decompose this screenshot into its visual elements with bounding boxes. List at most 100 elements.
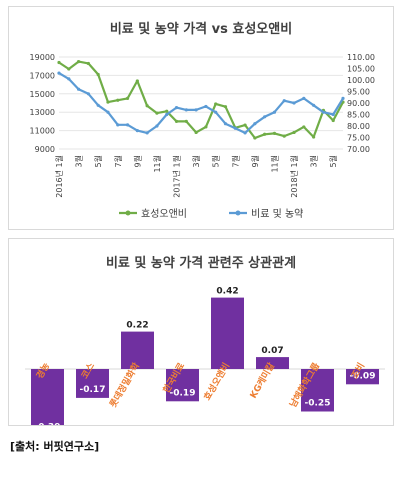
- x-tick-label: 3월: [191, 155, 201, 167]
- line-chart: 비료 및 농약 가격 vs 효성오앤비 19000 17000 15000 13000…: [30, 21, 375, 220]
- source-note: [출처: 버핏연구소]: [10, 440, 100, 453]
- data-point: [106, 100, 110, 104]
- data-point: [116, 98, 120, 102]
- bar-value-label: 0.07: [261, 346, 283, 356]
- data-point: [272, 131, 277, 135]
- data-point: [125, 96, 130, 100]
- bar-chart-title: 비료 및 농약 가격 관련주 상관관계: [106, 255, 296, 271]
- data-point: [302, 96, 306, 100]
- data-point: [116, 123, 120, 127]
- data-point: [341, 96, 345, 100]
- data-point: [96, 72, 100, 77]
- data-point: [76, 60, 81, 64]
- y-left-tick-label: 11000: [30, 127, 55, 136]
- data-point: [184, 108, 188, 112]
- line-chart-title: 비료 및 농약 가격 vs 효성오앤비: [110, 21, 292, 37]
- data-point: [145, 104, 149, 108]
- data-point: [204, 125, 208, 129]
- line-chart-panel: 비료 및 농약 가격 vs 효성오앤비 19000 17000 15000 13000…: [8, 6, 394, 230]
- data-point: [155, 111, 159, 115]
- y-right-tick-label: 100.00: [347, 76, 375, 85]
- data-point: [57, 60, 61, 65]
- data-point: [243, 131, 247, 135]
- data-point: [96, 103, 100, 107]
- series-line-fertilizer: [58, 72, 344, 135]
- legend-label: 효성오앤비: [141, 208, 187, 220]
- y-left-tick-label: 19000: [30, 53, 55, 62]
- bar: [346, 369, 379, 385]
- x-tick-label: 11월: [269, 155, 279, 173]
- x-tick-label: 9월: [250, 155, 260, 167]
- y-right-tick-label: 105.00: [347, 65, 375, 74]
- data-point: [321, 110, 326, 114]
- x-tick-label: 2016년 1월: [54, 155, 64, 198]
- data-point: [204, 104, 208, 109]
- data-point: [194, 130, 198, 135]
- data-point: [272, 110, 277, 114]
- bar-value-label: -0.25: [305, 399, 331, 409]
- bar: [76, 369, 109, 398]
- data-point: [155, 124, 159, 128]
- data-point: [106, 110, 110, 114]
- bar: [31, 369, 64, 436]
- x-tick-label: 2018년 1월: [289, 155, 299, 198]
- x-tick-label: 11월: [152, 155, 162, 173]
- data-point: [135, 129, 139, 133]
- data-point: [243, 123, 247, 127]
- y-left-tick-label: 9000: [35, 145, 55, 154]
- x-tick-label: 9월: [132, 155, 142, 167]
- data-point: [174, 119, 179, 123]
- data-point: [165, 112, 169, 117]
- y-right-tick-label: 90.00: [347, 99, 370, 108]
- bar: [211, 297, 244, 369]
- bar-chart: 비료 및 농약 가격 관련주 상관관계 -0.39 -0.17 0.22 -0.19 0…: [25, 255, 385, 436]
- data-point: [184, 119, 188, 123]
- data-point: [194, 108, 198, 112]
- bar-value-label: 0.22: [126, 321, 148, 331]
- data-point: [86, 92, 90, 96]
- legend-marker: [125, 210, 131, 216]
- y-left-tick-label: 17000: [30, 71, 55, 80]
- data-point: [312, 103, 316, 107]
- data-point: [174, 106, 179, 110]
- data-point: [253, 122, 257, 126]
- data-point: [233, 126, 237, 130]
- y-left-tick-label: 13000: [30, 108, 55, 117]
- data-point: [135, 79, 139, 83]
- bar: [121, 331, 154, 369]
- data-point: [57, 71, 61, 75]
- data-point: [292, 130, 296, 135]
- x-tick-label: 5월: [93, 155, 103, 167]
- y-right-tick-label: 95.00: [347, 88, 370, 97]
- y-right-tick-label: 70.00: [347, 145, 370, 154]
- data-point: [263, 132, 267, 136]
- data-point: [125, 123, 130, 127]
- data-point: [302, 125, 306, 129]
- data-point: [86, 61, 90, 66]
- data-point: [331, 112, 335, 117]
- series-line-hyosung: [58, 60, 344, 140]
- data-point: [145, 131, 149, 135]
- data-point: [292, 101, 296, 105]
- bar-chart-panel: 비료 및 농약 가격 관련주 상관관계 -0.39 -0.17 0.22 -0.19 0…: [8, 238, 394, 436]
- data-point: [282, 99, 286, 103]
- data-point: [214, 102, 218, 106]
- bar-value-label: -0.19: [170, 388, 196, 398]
- data-point: [67, 77, 71, 81]
- x-tick-label: 7월: [230, 155, 240, 167]
- data-point: [67, 67, 71, 71]
- y-right-tick-label: 75.00: [347, 134, 370, 143]
- bar-value-label: -0.17: [80, 385, 106, 395]
- bar: [166, 369, 199, 402]
- x-tick-label: 3월: [74, 155, 84, 167]
- bar: [256, 357, 289, 369]
- bar-value-label: -0.09: [350, 371, 376, 381]
- data-point: [223, 105, 228, 109]
- data-point: [312, 135, 316, 139]
- data-point: [263, 115, 267, 119]
- data-point: [76, 87, 81, 91]
- bar-value-label: 0.42: [216, 287, 238, 297]
- data-point: [223, 122, 228, 126]
- bar-value-label: -0.39: [35, 422, 61, 425]
- legend-marker: [235, 210, 241, 216]
